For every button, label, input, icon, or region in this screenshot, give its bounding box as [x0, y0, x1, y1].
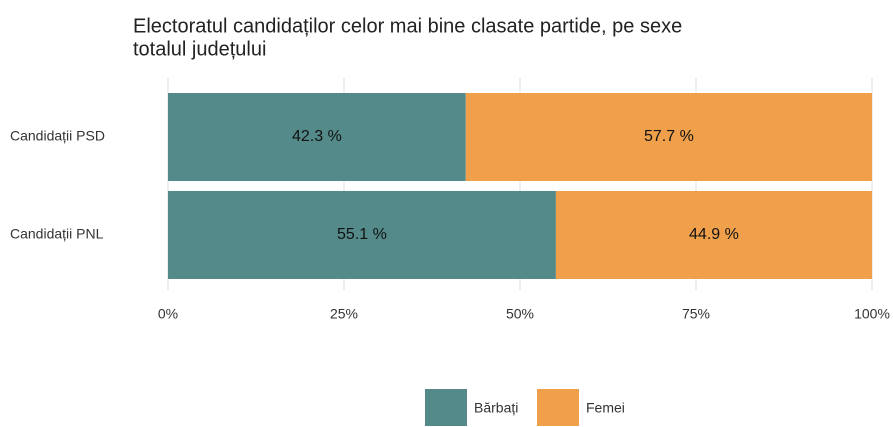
x-tick-label: 100%	[854, 306, 890, 322]
data-label: 57.7 %	[644, 128, 694, 145]
legend-swatch	[425, 389, 467, 426]
chart-subtitle: totalul județului	[133, 38, 266, 60]
x-tick-label: 75%	[682, 306, 710, 322]
data-label: 42.3 %	[292, 128, 342, 145]
legend-label: Bărbați	[474, 400, 518, 416]
bar-segment	[555, 191, 872, 279]
legend-swatch	[537, 389, 579, 426]
bar-segment	[168, 93, 466, 181]
x-tick-label: 25%	[330, 306, 358, 322]
bar-segment	[168, 191, 556, 279]
x-tick-label: 0%	[158, 306, 178, 322]
y-tick-label: Candidații PSD	[10, 128, 105, 144]
chart-title: Electoratul candidaților celor mai bine …	[133, 15, 682, 37]
y-tick-label: Candidații PNL	[10, 226, 104, 242]
data-label: 55.1 %	[337, 226, 387, 243]
x-tick-label: 50%	[506, 306, 534, 322]
data-label: 44.9 %	[689, 226, 739, 243]
legend-label: Femei	[586, 400, 625, 416]
bar-segment	[465, 93, 872, 181]
